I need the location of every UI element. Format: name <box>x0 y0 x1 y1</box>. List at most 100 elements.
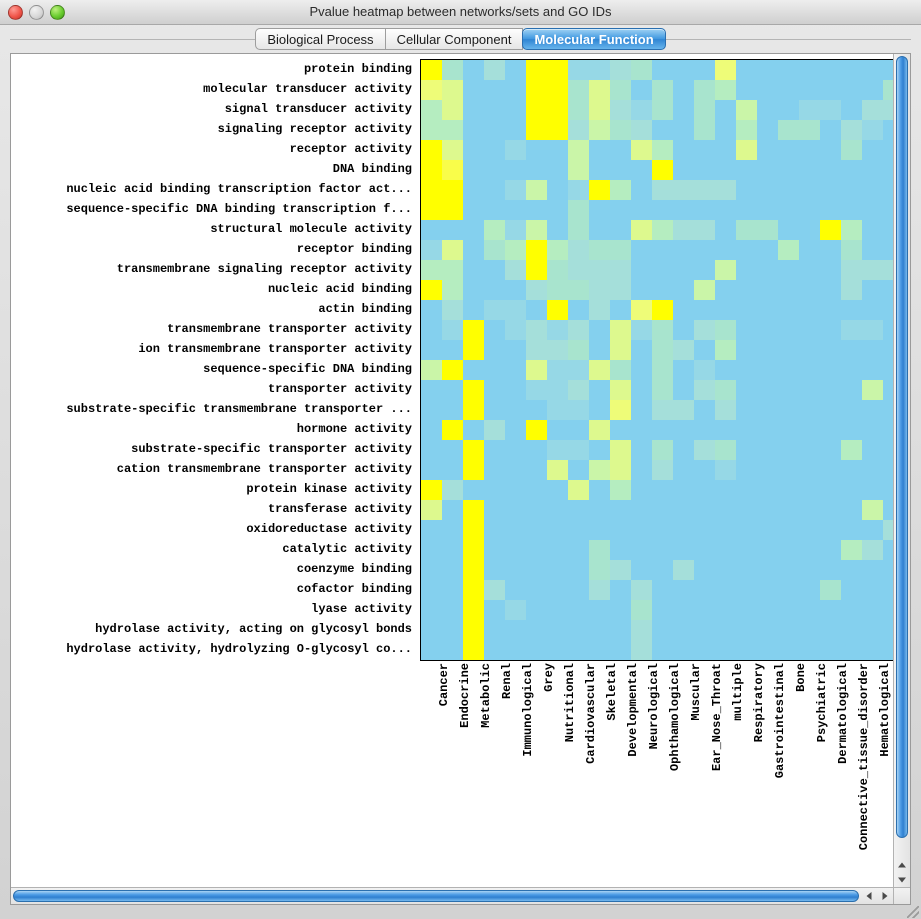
heatmap-cell[interactable] <box>442 80 463 100</box>
heatmap-cell[interactable] <box>862 580 883 600</box>
heatmap-cell[interactable] <box>463 600 484 620</box>
heatmap-cell[interactable] <box>820 60 841 80</box>
heatmap-cell[interactable] <box>652 320 673 340</box>
heatmap-cell[interactable] <box>526 120 547 140</box>
heatmap-cell[interactable] <box>799 560 820 580</box>
heatmap-cell[interactable] <box>736 320 757 340</box>
heatmap-cell[interactable] <box>673 500 694 520</box>
heatmap-cell[interactable] <box>778 580 799 600</box>
heatmap-cell[interactable] <box>547 500 568 520</box>
heatmap-cell[interactable] <box>652 100 673 120</box>
heatmap-cell[interactable] <box>463 140 484 160</box>
heatmap-cell[interactable] <box>736 200 757 220</box>
heatmap-cell[interactable] <box>778 440 799 460</box>
heatmap-cell[interactable] <box>568 240 589 260</box>
heatmap-cell[interactable] <box>820 300 841 320</box>
heatmap-cell[interactable] <box>526 400 547 420</box>
heatmap-cell[interactable] <box>610 460 631 480</box>
heatmap-cell[interactable] <box>799 600 820 620</box>
heatmap-cell[interactable] <box>610 500 631 520</box>
heatmap-cell[interactable] <box>547 580 568 600</box>
heatmap-cell[interactable] <box>778 500 799 520</box>
heatmap-cell[interactable] <box>883 440 893 460</box>
heatmap-cell[interactable] <box>526 500 547 520</box>
heatmap-cell[interactable] <box>673 100 694 120</box>
heatmap-cell[interactable] <box>631 300 652 320</box>
heatmap-cell[interactable] <box>883 420 893 440</box>
heatmap-cell[interactable] <box>568 520 589 540</box>
heatmap-cell[interactable] <box>673 260 694 280</box>
heatmap-cell[interactable] <box>484 380 505 400</box>
heatmap-cell[interactable] <box>778 360 799 380</box>
heatmap-cell[interactable] <box>694 200 715 220</box>
heatmap-cell[interactable] <box>505 640 526 660</box>
heatmap-cell[interactable] <box>484 80 505 100</box>
heatmap-cell[interactable] <box>841 640 862 660</box>
heatmap-cell[interactable] <box>820 580 841 600</box>
heatmap-cell[interactable] <box>841 120 862 140</box>
heatmap-cell[interactable] <box>421 420 442 440</box>
heatmap-cell[interactable] <box>631 200 652 220</box>
heatmap-cell[interactable] <box>652 80 673 100</box>
heatmap-cell[interactable] <box>757 600 778 620</box>
heatmap-cell[interactable] <box>694 520 715 540</box>
heatmap-cell[interactable] <box>799 100 820 120</box>
heatmap-cell[interactable] <box>736 560 757 580</box>
heatmap-cell[interactable] <box>841 100 862 120</box>
heatmap-cell[interactable] <box>883 500 893 520</box>
heatmap-cell[interactable] <box>610 420 631 440</box>
heatmap-cell[interactable] <box>778 560 799 580</box>
heatmap-cell[interactable] <box>715 260 736 280</box>
heatmap-cell[interactable] <box>484 60 505 80</box>
heatmap-cell[interactable] <box>547 280 568 300</box>
heatmap-cell[interactable] <box>463 320 484 340</box>
heatmap-cell[interactable] <box>421 380 442 400</box>
heatmap-cell[interactable] <box>715 120 736 140</box>
heatmap-cell[interactable] <box>862 560 883 580</box>
heatmap-cell[interactable] <box>610 400 631 420</box>
heatmap-cell[interactable] <box>631 560 652 580</box>
heatmap-cell[interactable] <box>421 640 442 660</box>
heatmap-cell[interactable] <box>421 120 442 140</box>
heatmap-cell[interactable] <box>484 460 505 480</box>
heatmap-cell[interactable] <box>820 160 841 180</box>
heatmap-cell[interactable] <box>610 120 631 140</box>
heatmap-cell[interactable] <box>442 240 463 260</box>
heatmap-cell[interactable] <box>589 280 610 300</box>
heatmap-cell[interactable] <box>589 80 610 100</box>
heatmap-cell[interactable] <box>526 240 547 260</box>
heatmap-cell[interactable] <box>820 480 841 500</box>
heatmap-cell[interactable] <box>694 460 715 480</box>
heatmap-cell[interactable] <box>736 80 757 100</box>
heatmap-cell[interactable] <box>883 520 893 540</box>
heatmap-cell[interactable] <box>715 500 736 520</box>
heatmap-cell[interactable] <box>652 460 673 480</box>
heatmap-cell[interactable] <box>442 640 463 660</box>
heatmap-cell[interactable] <box>883 400 893 420</box>
heatmap-cell[interactable] <box>715 200 736 220</box>
heatmap-cell[interactable] <box>820 240 841 260</box>
heatmap-cell[interactable] <box>820 220 841 240</box>
heatmap-cell[interactable] <box>652 220 673 240</box>
heatmap-cell[interactable] <box>526 100 547 120</box>
heatmap-cell[interactable] <box>421 520 442 540</box>
heatmap-cell[interactable] <box>463 540 484 560</box>
heatmap-cell[interactable] <box>484 400 505 420</box>
heatmap-cell[interactable] <box>463 240 484 260</box>
heatmap-cell[interactable] <box>505 620 526 640</box>
heatmap-cell[interactable] <box>673 640 694 660</box>
heatmap-cell[interactable] <box>757 520 778 540</box>
heatmap-cell[interactable] <box>484 500 505 520</box>
heatmap-cell[interactable] <box>757 120 778 140</box>
heatmap-cell[interactable] <box>778 620 799 640</box>
heatmap-cell[interactable] <box>883 540 893 560</box>
heatmap-cell[interactable] <box>715 340 736 360</box>
heatmap-cell[interactable] <box>715 460 736 480</box>
heatmap-cell[interactable] <box>841 160 862 180</box>
heatmap-cell[interactable] <box>631 180 652 200</box>
heatmap-cell[interactable] <box>778 380 799 400</box>
heatmap-cell[interactable] <box>631 120 652 140</box>
heatmap-cell[interactable] <box>568 320 589 340</box>
heatmap-cell[interactable] <box>589 640 610 660</box>
heatmap-cell[interactable] <box>862 440 883 460</box>
